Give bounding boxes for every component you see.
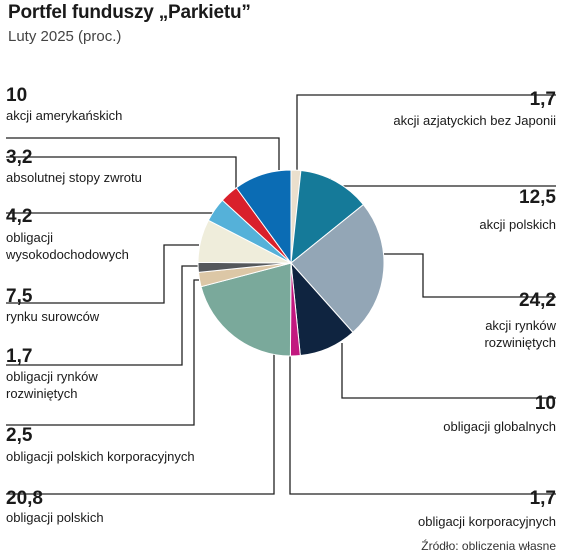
slice-value-label: 12,5 — [519, 187, 556, 208]
leader-line — [341, 343, 556, 399]
slice-value-label: 1,7 — [530, 89, 556, 110]
leader-line — [382, 253, 556, 298]
slice-category-label: obligacji polskich korporacyjnych — [6, 449, 195, 464]
leader-line — [6, 137, 280, 170]
chart-title: Portfel funduszy „Parkietu” — [8, 2, 251, 23]
slice-value-label: 2,5 — [6, 425, 33, 446]
slice-value-label: 10 — [535, 393, 556, 414]
source-note: Źródło: obliczenia własne — [421, 539, 556, 553]
leader-line — [6, 156, 237, 194]
slice-value-label: 4,2 — [6, 206, 32, 227]
slice-category-label: wysokodochodowych — [5, 247, 129, 262]
pie-slice — [235, 169, 292, 265]
slice-category-label: absolutnej stopy zwrotu — [6, 170, 142, 185]
leader-line — [329, 178, 556, 187]
slice-category-label: akcji polskich — [479, 217, 556, 232]
pie-slices — [197, 169, 385, 357]
slice-value-label: 20,8 — [6, 488, 43, 509]
slice-labels: 1,7 akcji azjatyckich bez Japonii 12,5 akcj… — [5, 85, 557, 529]
slice-value-label: 7,5 — [6, 286, 33, 307]
slice-value-label: 1,7 — [530, 488, 556, 509]
leader-line — [6, 244, 199, 304]
slice-category-label: rynku surowców — [6, 309, 100, 324]
leader-line — [289, 355, 556, 495]
slice-value-label: 10 — [6, 85, 27, 106]
slice-value-label: 3,2 — [6, 147, 32, 168]
slice-value-label: 1,7 — [6, 346, 32, 367]
slice-category-label: obligacji globalnych — [443, 419, 556, 434]
slice-category-label: akcji azjatyckich bez Japonii — [393, 113, 556, 128]
chart-subtitle: Luty 2025 (proc.) — [8, 28, 122, 45]
slice-category-label: obligacji — [6, 230, 53, 245]
slice-category-label: obligacji polskich — [6, 510, 104, 525]
slice-category-label: akcji amerykańskich — [6, 108, 122, 123]
slice-category-label: rozwiniętych — [484, 335, 556, 350]
pie-slice — [290, 203, 385, 334]
leader-line — [6, 279, 199, 426]
slice-category-label: rozwiniętych — [6, 386, 78, 401]
pie-slice — [290, 169, 365, 265]
pie-slice — [200, 262, 292, 357]
slice-category-label: obligacji rynków — [6, 369, 98, 384]
slice-category-label: obligacji korporacyjnych — [418, 514, 556, 529]
slice-category-label: akcji rynków — [485, 318, 556, 333]
leader-line — [296, 94, 556, 172]
leader-line — [6, 265, 198, 366]
slice-value-label: 24,2 — [519, 290, 556, 311]
leader-line — [6, 348, 275, 495]
